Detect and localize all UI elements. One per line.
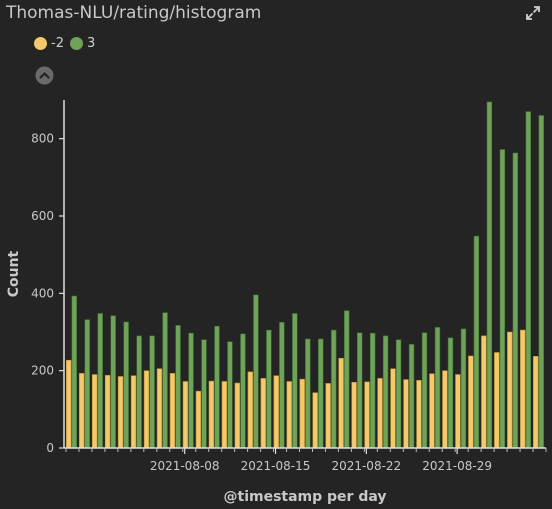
y-tick-label: 400 — [31, 286, 54, 300]
y-axis-title: Count — [6, 250, 22, 297]
bar-3-2021-07-31[interactable] — [85, 320, 90, 448]
y-tick-label: 800 — [31, 132, 54, 146]
bar-3-2021-08-23[interactable] — [383, 336, 388, 448]
bar-3-2021-08-26[interactable] — [422, 333, 427, 448]
bar-neg2-2021-08-28[interactable] — [443, 371, 448, 448]
bar-3-2021-08-20[interactable] — [344, 311, 349, 448]
bar-neg2-2021-08-19[interactable] — [326, 383, 331, 448]
bar-neg2-2021-08-21[interactable] — [352, 382, 357, 448]
bar-neg2-2021-08-01[interactable] — [92, 375, 97, 448]
x-tick-label: 2021-08-22 — [331, 459, 401, 473]
bar-neg2-2021-08-05[interactable] — [144, 371, 149, 448]
bar-3-2021-08-31[interactable] — [487, 102, 492, 448]
y-tick-label: 200 — [31, 364, 54, 378]
bar-neg2-2021-08-12[interactable] — [235, 383, 240, 448]
bar-neg2-2021-08-07[interactable] — [170, 373, 175, 448]
bar-neg2-2021-09-04[interactable] — [533, 356, 538, 448]
bar-neg2-2021-08-08[interactable] — [183, 381, 188, 448]
bar-neg2-2021-07-30[interactable] — [66, 360, 71, 448]
bar-neg2-2021-08-30[interactable] — [468, 356, 473, 448]
bar-neg2-2021-08-03[interactable] — [118, 376, 123, 448]
bar-3-2021-08-21[interactable] — [357, 333, 362, 448]
bar-neg2-2021-08-18[interactable] — [313, 393, 318, 448]
bar-neg2-2021-08-23[interactable] — [378, 378, 383, 448]
bar-3-2021-09-03[interactable] — [526, 112, 531, 448]
y-tick-label: 0 — [46, 441, 54, 455]
bar-neg2-2021-08-15[interactable] — [274, 376, 279, 448]
bar-neg2-2021-08-27[interactable] — [430, 374, 435, 448]
bar-neg2-2021-08-10[interactable] — [209, 381, 214, 448]
bar-3-2021-08-16[interactable] — [292, 313, 297, 448]
bar-3-2021-08-24[interactable] — [396, 340, 401, 448]
bar-3-2021-08-04[interactable] — [137, 336, 142, 448]
bar-neg2-2021-08-24[interactable] — [391, 369, 396, 448]
bar-neg2-2021-08-02[interactable] — [105, 375, 110, 448]
bar-3-2021-08-30[interactable] — [474, 236, 479, 448]
bar-3-2021-08-09[interactable] — [202, 340, 207, 448]
bar-3-2021-08-17[interactable] — [305, 339, 310, 448]
bar-neg2-2021-09-02[interactable] — [507, 332, 512, 448]
bar-neg2-2021-09-01[interactable] — [494, 352, 499, 448]
bar-3-2021-08-01[interactable] — [98, 313, 103, 448]
bar-3-2021-08-13[interactable] — [254, 295, 259, 448]
bar-neg2-2021-08-13[interactable] — [248, 372, 253, 448]
bar-3-2021-07-30[interactable] — [72, 296, 77, 448]
bar-neg2-2021-08-20[interactable] — [339, 358, 344, 448]
bar-neg2-2021-08-16[interactable] — [287, 381, 292, 448]
bar-3-2021-08-29[interactable] — [461, 329, 466, 448]
bar-neg2-2021-08-14[interactable] — [261, 378, 266, 448]
x-tick-label: 2021-08-29 — [422, 459, 492, 473]
bar-3-2021-08-02[interactable] — [111, 316, 116, 448]
bar-3-2021-08-15[interactable] — [279, 322, 284, 448]
bar-neg2-2021-08-26[interactable] — [417, 380, 422, 448]
bar-3-2021-08-03[interactable] — [124, 322, 129, 448]
bar-neg2-2021-08-31[interactable] — [481, 336, 486, 448]
bar-3-2021-09-01[interactable] — [500, 149, 505, 448]
x-axis-title: @timestamp per day — [224, 489, 387, 505]
bar-neg2-2021-08-11[interactable] — [222, 381, 227, 448]
bar-3-2021-09-02[interactable] — [513, 153, 518, 448]
x-tick-label: 2021-08-08 — [150, 459, 220, 473]
bars — [66, 102, 543, 448]
bar-3-2021-08-28[interactable] — [448, 338, 453, 448]
bar-3-2021-08-22[interactable] — [370, 333, 375, 448]
bar-3-2021-08-05[interactable] — [150, 336, 155, 448]
bar-3-2021-08-18[interactable] — [318, 339, 323, 448]
bar-3-2021-08-19[interactable] — [331, 330, 336, 448]
bar-neg2-2021-08-06[interactable] — [157, 369, 162, 448]
bar-neg2-2021-08-04[interactable] — [131, 376, 136, 448]
bar-3-2021-08-06[interactable] — [163, 313, 168, 448]
bar-3-2021-08-10[interactable] — [215, 326, 220, 448]
bar-3-2021-08-14[interactable] — [266, 330, 271, 448]
bar-3-2021-08-11[interactable] — [228, 342, 233, 448]
bar-neg2-2021-08-25[interactable] — [404, 380, 409, 448]
bar-3-2021-08-07[interactable] — [176, 325, 181, 448]
x-tick-label: 2021-08-15 — [241, 459, 311, 473]
bar-3-2021-09-04[interactable] — [539, 115, 544, 448]
bar-3-2021-08-08[interactable] — [189, 333, 194, 448]
bar-neg2-2021-09-03[interactable] — [520, 330, 525, 448]
bar-3-2021-08-27[interactable] — [435, 327, 440, 448]
bar-neg2-2021-08-17[interactable] — [300, 379, 305, 448]
bar-neg2-2021-07-31[interactable] — [79, 373, 84, 448]
bar-neg2-2021-08-29[interactable] — [455, 375, 460, 448]
bar-3-2021-08-25[interactable] — [409, 344, 414, 448]
bar-neg2-2021-08-22[interactable] — [365, 382, 370, 448]
bar-neg2-2021-08-09[interactable] — [196, 391, 201, 448]
y-tick-label: 600 — [31, 209, 54, 223]
bar-3-2021-08-12[interactable] — [241, 334, 246, 448]
